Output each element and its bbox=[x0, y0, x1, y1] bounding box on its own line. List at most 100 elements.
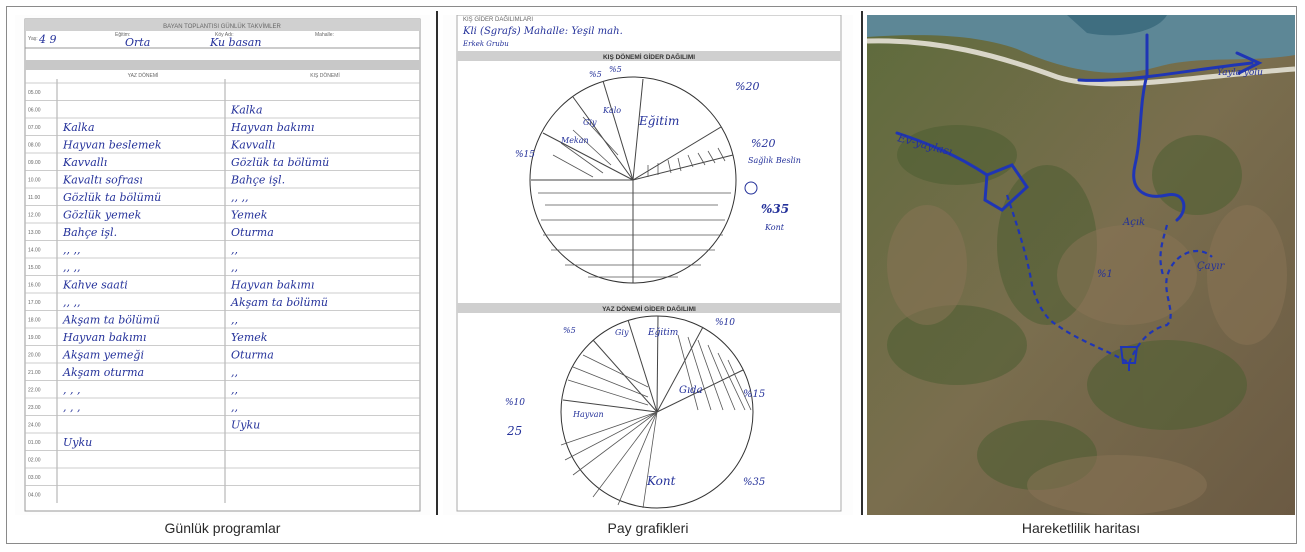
hour-label: 22.00 bbox=[28, 388, 41, 394]
map-label-road: Yayla yolu bbox=[1217, 68, 1263, 78]
summer-entry: Kalka bbox=[62, 121, 95, 134]
winter-entry: ,, bbox=[231, 401, 238, 414]
caption-mobility-map: Hareketlilik haritası bbox=[1021, 520, 1141, 536]
hour-label: 04.00 bbox=[28, 493, 41, 499]
svg-text:Giy: Giy bbox=[615, 328, 629, 337]
svg-text:Kont: Kont bbox=[646, 474, 676, 488]
summer-pie bbox=[560, 315, 754, 509]
hour-label: 02.00 bbox=[28, 458, 41, 464]
svg-text:Gıda: Gıda bbox=[679, 385, 703, 396]
hour-label: 20.00 bbox=[28, 353, 41, 359]
hour-label: 15.00 bbox=[28, 265, 41, 271]
daily-schedule-scan: BAYAN TOPLANTISI GÜNLÜK TAKVİMLER Yaş: 4… bbox=[15, 15, 430, 515]
svg-text:Eğitim: Eğitim bbox=[638, 114, 679, 128]
summer-entry: Akşam oturma bbox=[62, 366, 144, 379]
hour-label: 19.00 bbox=[28, 335, 41, 341]
summer-entry: Hayvan beslemek bbox=[62, 139, 162, 152]
winter-entry: Hayvan bakımı bbox=[230, 279, 314, 292]
svg-text:Giy: Giy bbox=[583, 118, 597, 127]
svg-text:Kont: Kont bbox=[764, 223, 785, 232]
svg-text:%35: %35 bbox=[761, 202, 789, 216]
hour-label: 13.00 bbox=[28, 230, 41, 236]
winter-entry: Gözlük ta bölümü bbox=[231, 156, 329, 169]
summer-entry: Uyku bbox=[63, 436, 92, 449]
summer-entry: Bahçe işl. bbox=[62, 226, 117, 239]
winter-entry: ,, bbox=[231, 314, 238, 327]
hour-label: 24.00 bbox=[28, 423, 41, 429]
education-value: Orta bbox=[125, 36, 150, 49]
figure-frame: BAYAN TOPLANTISI GÜNLÜK TAKVİMLER Yaş: 4… bbox=[6, 6, 1297, 544]
top-subgroup: Erkek Grubu bbox=[462, 40, 509, 48]
divider-right bbox=[861, 11, 863, 515]
winter-entry: ,, bbox=[231, 366, 238, 379]
svg-text:Kalo: Kalo bbox=[602, 106, 621, 115]
svg-text:Hayvan: Hayvan bbox=[572, 410, 604, 419]
hour-label: 07.00 bbox=[28, 125, 41, 131]
winter-entry: Akşam ta bölümü bbox=[230, 296, 328, 309]
summer-entry: Kahve saati bbox=[62, 279, 128, 292]
mobility-map-panel: Ev-yaylası Açık %1 Çayır Yayla yolu bbox=[867, 15, 1295, 515]
hour-label: 10.00 bbox=[28, 178, 41, 184]
neighborhood-label: Mahalle: bbox=[315, 32, 334, 38]
svg-text:%15: %15 bbox=[743, 389, 765, 400]
svg-text:%5: %5 bbox=[609, 65, 622, 74]
winter-entry: Yemek bbox=[231, 331, 268, 344]
hour-label: 21.00 bbox=[28, 370, 41, 376]
top-header: KIŞ GİDER DAĞILIMLARI bbox=[463, 16, 533, 23]
hour-label: 18.00 bbox=[28, 318, 41, 324]
map-label-percent: %1 bbox=[1097, 269, 1113, 280]
hour-label: 06.00 bbox=[28, 108, 41, 114]
hour-label: 14.00 bbox=[28, 248, 41, 254]
svg-text:%15: %15 bbox=[515, 150, 535, 160]
caption-daily-programs: Günlük programlar bbox=[164, 520, 281, 536]
summer-entry: Hayvan bakımı bbox=[62, 331, 146, 344]
winter-entry: ,, ,, bbox=[231, 191, 248, 204]
winter-entry: Hayvan bakımı bbox=[230, 121, 314, 134]
summer-entry: ,, ,, bbox=[63, 261, 80, 274]
winter-entry: Yemek bbox=[231, 209, 268, 222]
svg-text:%10: %10 bbox=[715, 318, 735, 328]
share-charts-panel: KIŞ GİDER DAĞILIMLARI Kli (Sgrafs) Mahal… bbox=[443, 15, 853, 515]
svg-text:%20: %20 bbox=[735, 80, 759, 93]
winter-entry: Oturma bbox=[231, 226, 274, 239]
summer-chart-title: YAZ DÖNEMİ GİDER DAĞILIMI bbox=[602, 304, 696, 313]
svg-text:Mekan: Mekan bbox=[560, 136, 589, 145]
svg-text:Sağlık Beslin: Sağlık Beslin bbox=[748, 156, 801, 165]
svg-text:%10: %10 bbox=[505, 398, 525, 408]
winter-entry: ,, bbox=[231, 244, 238, 257]
winter-entry: Oturma bbox=[231, 349, 274, 362]
form-title: BAYAN TOPLANTISI GÜNLÜK TAKVİMLER bbox=[163, 23, 281, 30]
hour-label: 08.00 bbox=[28, 143, 41, 149]
winter-entry: Uyku bbox=[231, 419, 260, 432]
winter-entry: Bahçe işl. bbox=[230, 174, 285, 187]
hour-label: 16.00 bbox=[28, 283, 41, 289]
summer-entry: Kavvallı bbox=[62, 156, 107, 169]
hour-label: 05.00 bbox=[28, 90, 41, 96]
summer-entry: Gözlük yemek bbox=[63, 209, 142, 222]
winter-chart-title: KIŞ DÖNEMİ GİDER DAĞILIMI bbox=[603, 52, 695, 61]
col-winter-header: KIŞ DÖNEMİ bbox=[310, 72, 339, 79]
education-label: Eğitim: bbox=[115, 32, 130, 38]
daily-schedule-panel: BAYAN TOPLANTISI GÜNLÜK TAKVİMLER Yaş: 4… bbox=[15, 15, 430, 515]
winter-entry: Kavvallı bbox=[230, 139, 275, 152]
hour-label: 01.00 bbox=[28, 440, 41, 446]
hour-label: 12.00 bbox=[28, 213, 41, 219]
hour-label: 03.00 bbox=[28, 475, 41, 481]
summer-entry: Kavaltı sofrası bbox=[62, 174, 143, 187]
village-value: Ku basan bbox=[209, 36, 261, 49]
summer-entry: , , , bbox=[63, 401, 80, 414]
summer-entry: Akşam ta bölümü bbox=[62, 314, 160, 327]
divider-left bbox=[436, 11, 438, 515]
summer-entry: Gözlük ta bölümü bbox=[63, 191, 161, 204]
winter-entry: ,, bbox=[231, 384, 238, 397]
top-village-line: Kli (Sgrafs) Mahalle: Yeşil mah. bbox=[462, 26, 623, 37]
summer-entry: , , , bbox=[63, 384, 80, 397]
village-label: Köy Adı: bbox=[215, 32, 234, 38]
svg-text:%35: %35 bbox=[743, 477, 765, 488]
svg-text:%5: %5 bbox=[563, 326, 576, 335]
age-label: Yaş: bbox=[28, 36, 38, 42]
svg-text:%20: %20 bbox=[751, 137, 775, 150]
hour-label: 09.00 bbox=[28, 160, 41, 166]
mobility-map-photo: Ev-yaylası Açık %1 Çayır Yayla yolu bbox=[867, 15, 1295, 515]
share-charts-scan: KIŞ GİDER DAĞILIMLARI Kli (Sgrafs) Mahal… bbox=[443, 15, 853, 515]
